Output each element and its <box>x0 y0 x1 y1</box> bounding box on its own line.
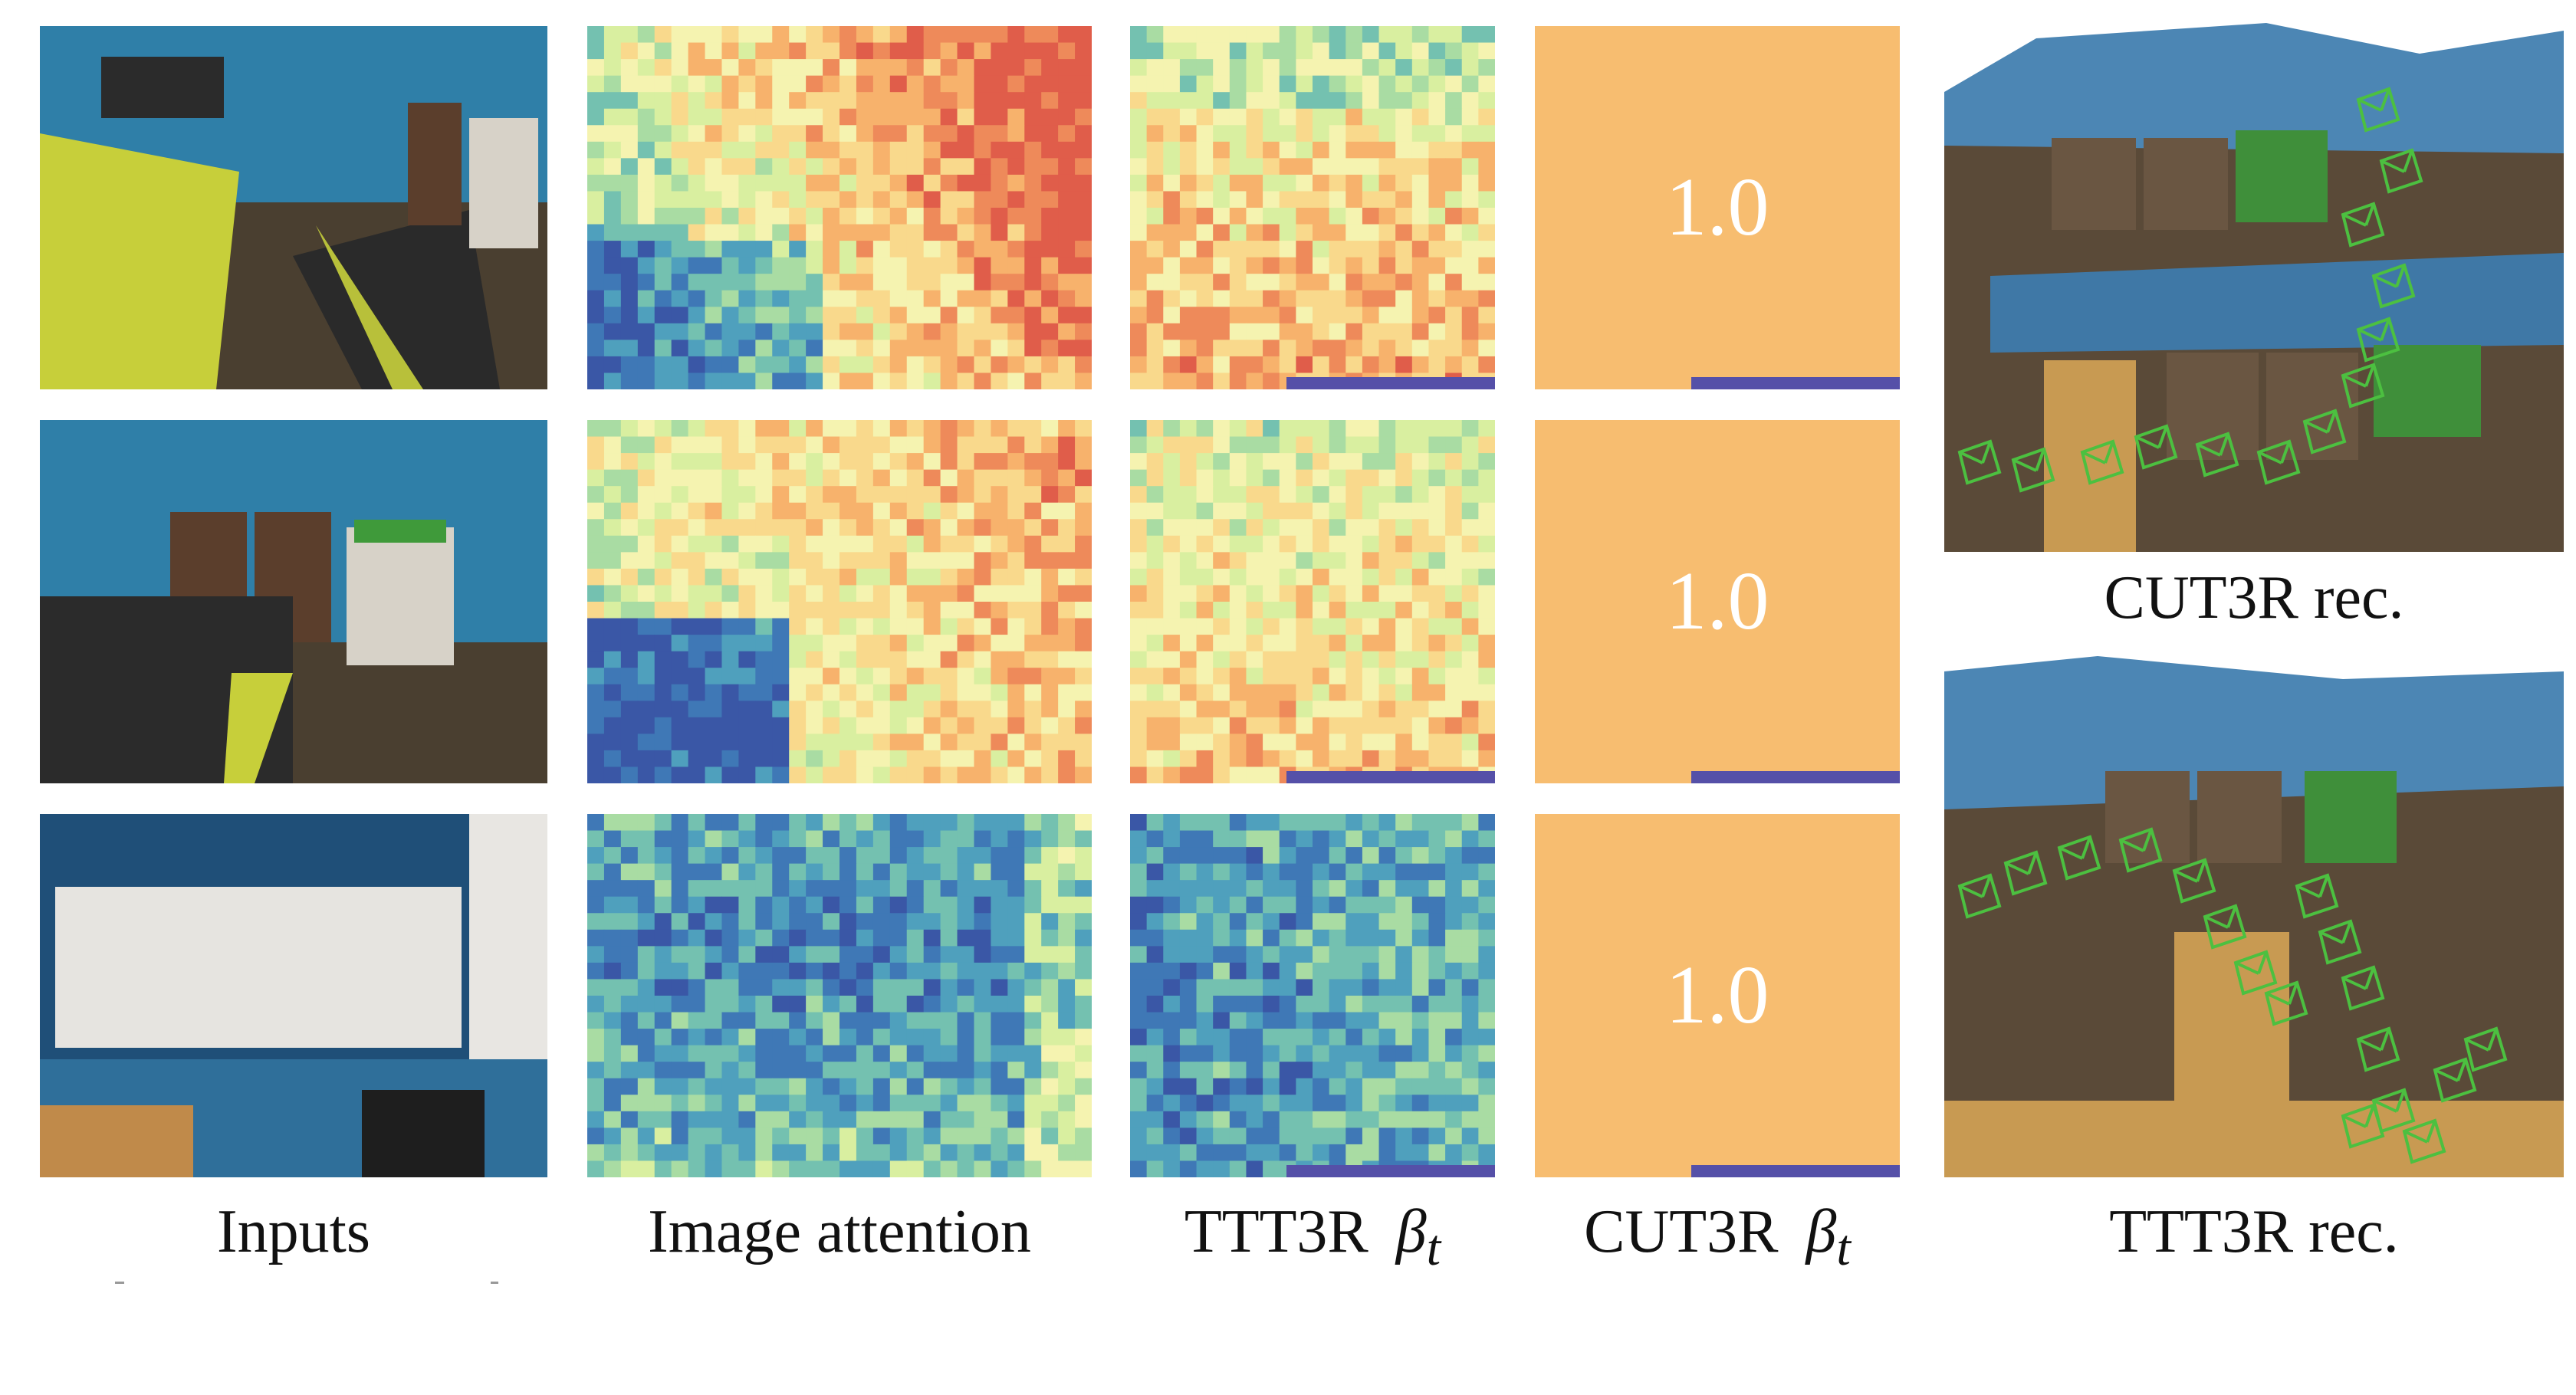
input-image-3 <box>40 814 547 1177</box>
caption-ttt3r-beta: TTT3R βt <box>1130 1197 1495 1278</box>
cut3r-beta-box-2: 1.0 <box>1535 420 1900 783</box>
cut3r-beta-value-1: 1.0 <box>1665 162 1769 253</box>
cut3r-beta-bar-3 <box>1691 1165 1900 1177</box>
ttt3r-beta-bar-3 <box>1286 1165 1495 1177</box>
caption-cut3r-label: CUT3R <box>1584 1198 1779 1265</box>
ttt3r-rec-caption: TTT3R rec. <box>2109 1198 2399 1265</box>
cut3r-reconstruction-image <box>1944 23 2564 552</box>
input-image-2 <box>40 420 547 783</box>
beta-symbol: βt <box>1806 1198 1851 1276</box>
ttt3r-reconstruction-image <box>1944 656 2564 1177</box>
image-attention-heatmap-2 <box>587 420 1092 783</box>
cut3r-beta-bar-2 <box>1691 771 1900 783</box>
caption-image-attention: Image attention <box>648 1198 1031 1265</box>
ttt3r-beta-bar-2 <box>1286 771 1495 783</box>
ttt3r-beta-heatmap-2 <box>1130 420 1495 783</box>
cut3r-beta-box-1: 1.0 <box>1535 26 1900 389</box>
beta-symbol: βt <box>1395 1198 1441 1276</box>
divider-mark <box>115 1282 124 1284</box>
cut3r-beta-value-3: 1.0 <box>1665 950 1769 1041</box>
caption-cut3r-beta: CUT3R βt <box>1535 1197 1900 1278</box>
image-attention-heatmap-1 <box>587 26 1092 389</box>
caption-ttt3r-label: TTT3R <box>1184 1198 1368 1265</box>
cut3r-rec-caption: CUT3R rec. <box>2104 564 2404 632</box>
input-image-1 <box>40 26 547 389</box>
divider-mark <box>491 1282 498 1284</box>
ttt3r-beta-bar-1 <box>1286 377 1495 389</box>
caption-inputs: Inputs <box>217 1198 370 1265</box>
cut3r-beta-value-2: 1.0 <box>1665 556 1769 647</box>
ttt3r-beta-heatmap-3 <box>1130 814 1495 1177</box>
ttt3r-beta-heatmap-1 <box>1130 26 1495 389</box>
cut3r-beta-bar-1 <box>1691 377 1900 389</box>
image-attention-heatmap-3 <box>587 814 1092 1177</box>
cut3r-beta-box-3: 1.0 <box>1535 814 1900 1177</box>
